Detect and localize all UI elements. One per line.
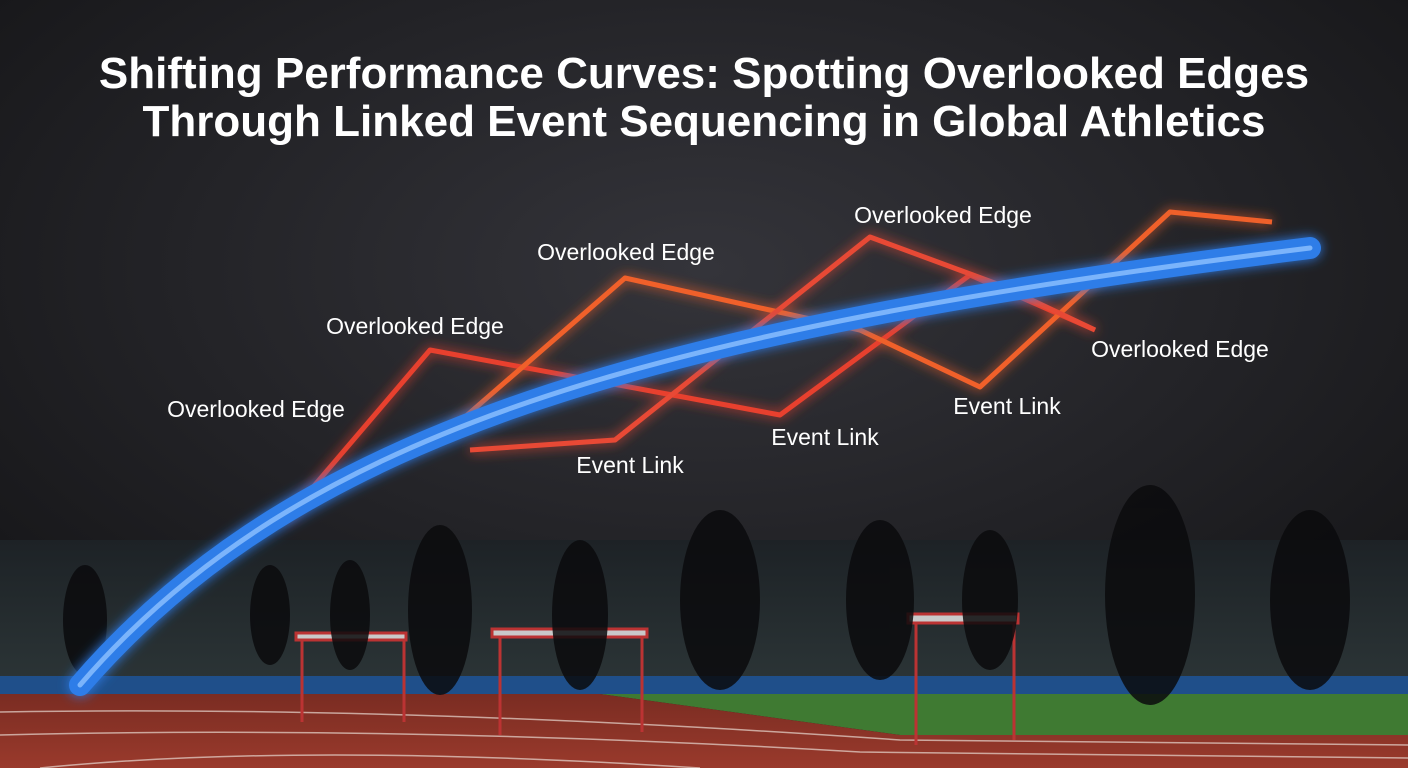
label: Overlooked Edge [326, 313, 504, 339]
label: Overlooked Edge [167, 396, 345, 422]
label: Event Link [953, 393, 1061, 419]
label: Overlooked Edge [854, 202, 1032, 228]
label: Overlooked Edge [537, 239, 715, 265]
title-line: Through Linked Event Sequencing in Globa… [143, 97, 1266, 146]
athletes [63, 485, 1350, 705]
track [0, 694, 1408, 768]
label: Overlooked Edge [1091, 336, 1269, 362]
title-line: Shifting Performance Curves: Spotting Ov… [99, 49, 1309, 98]
ad-boards [0, 676, 1408, 694]
infield [600, 694, 1408, 735]
performance-curve-highlight [77, 245, 1313, 688]
label: Event Link [576, 452, 684, 478]
label: Event Link [771, 424, 879, 450]
lane-lines [0, 710, 1408, 768]
